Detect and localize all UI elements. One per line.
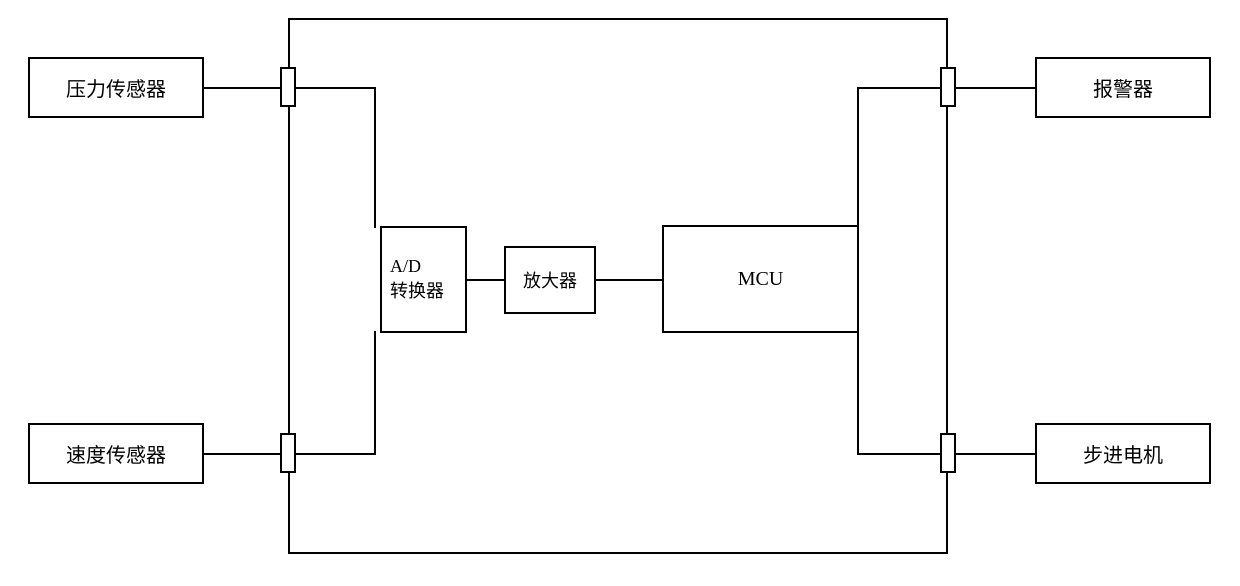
mcu-box: MCU xyxy=(662,225,859,333)
speed-sensor-label: 速度传感器 xyxy=(66,439,166,468)
connector xyxy=(857,87,942,89)
stepper-motor-label: 步进电机 xyxy=(1083,439,1163,468)
connector xyxy=(204,453,280,455)
mcu-label: MCU xyxy=(738,268,784,291)
pressure-sensor-box: 压力传感器 xyxy=(28,57,204,118)
amplifier-label: 放大器 xyxy=(523,267,577,293)
port-bottom-right xyxy=(940,433,956,473)
alarm-label: 报警器 xyxy=(1093,73,1153,102)
connector xyxy=(857,331,859,455)
connector xyxy=(467,279,504,281)
adc-label: A/D 转换器 xyxy=(390,256,444,303)
speed-sensor-box: 速度传感器 xyxy=(28,423,204,484)
connector xyxy=(296,87,376,89)
port-bottom-left xyxy=(280,433,296,473)
adc-box: A/D 转换器 xyxy=(380,226,467,333)
connector xyxy=(596,279,662,281)
connector xyxy=(374,87,376,228)
connector xyxy=(956,87,1035,89)
stepper-motor-box: 步进电机 xyxy=(1035,423,1211,484)
amplifier-box: 放大器 xyxy=(504,246,596,314)
pressure-sensor-label: 压力传感器 xyxy=(66,73,166,102)
connector xyxy=(956,453,1035,455)
port-top-left xyxy=(280,67,296,107)
connector xyxy=(296,453,376,455)
connector xyxy=(374,331,376,455)
connector xyxy=(857,453,942,455)
alarm-box: 报警器 xyxy=(1035,57,1211,118)
port-top-right xyxy=(940,67,956,107)
connector xyxy=(857,87,859,227)
connector xyxy=(204,87,280,89)
